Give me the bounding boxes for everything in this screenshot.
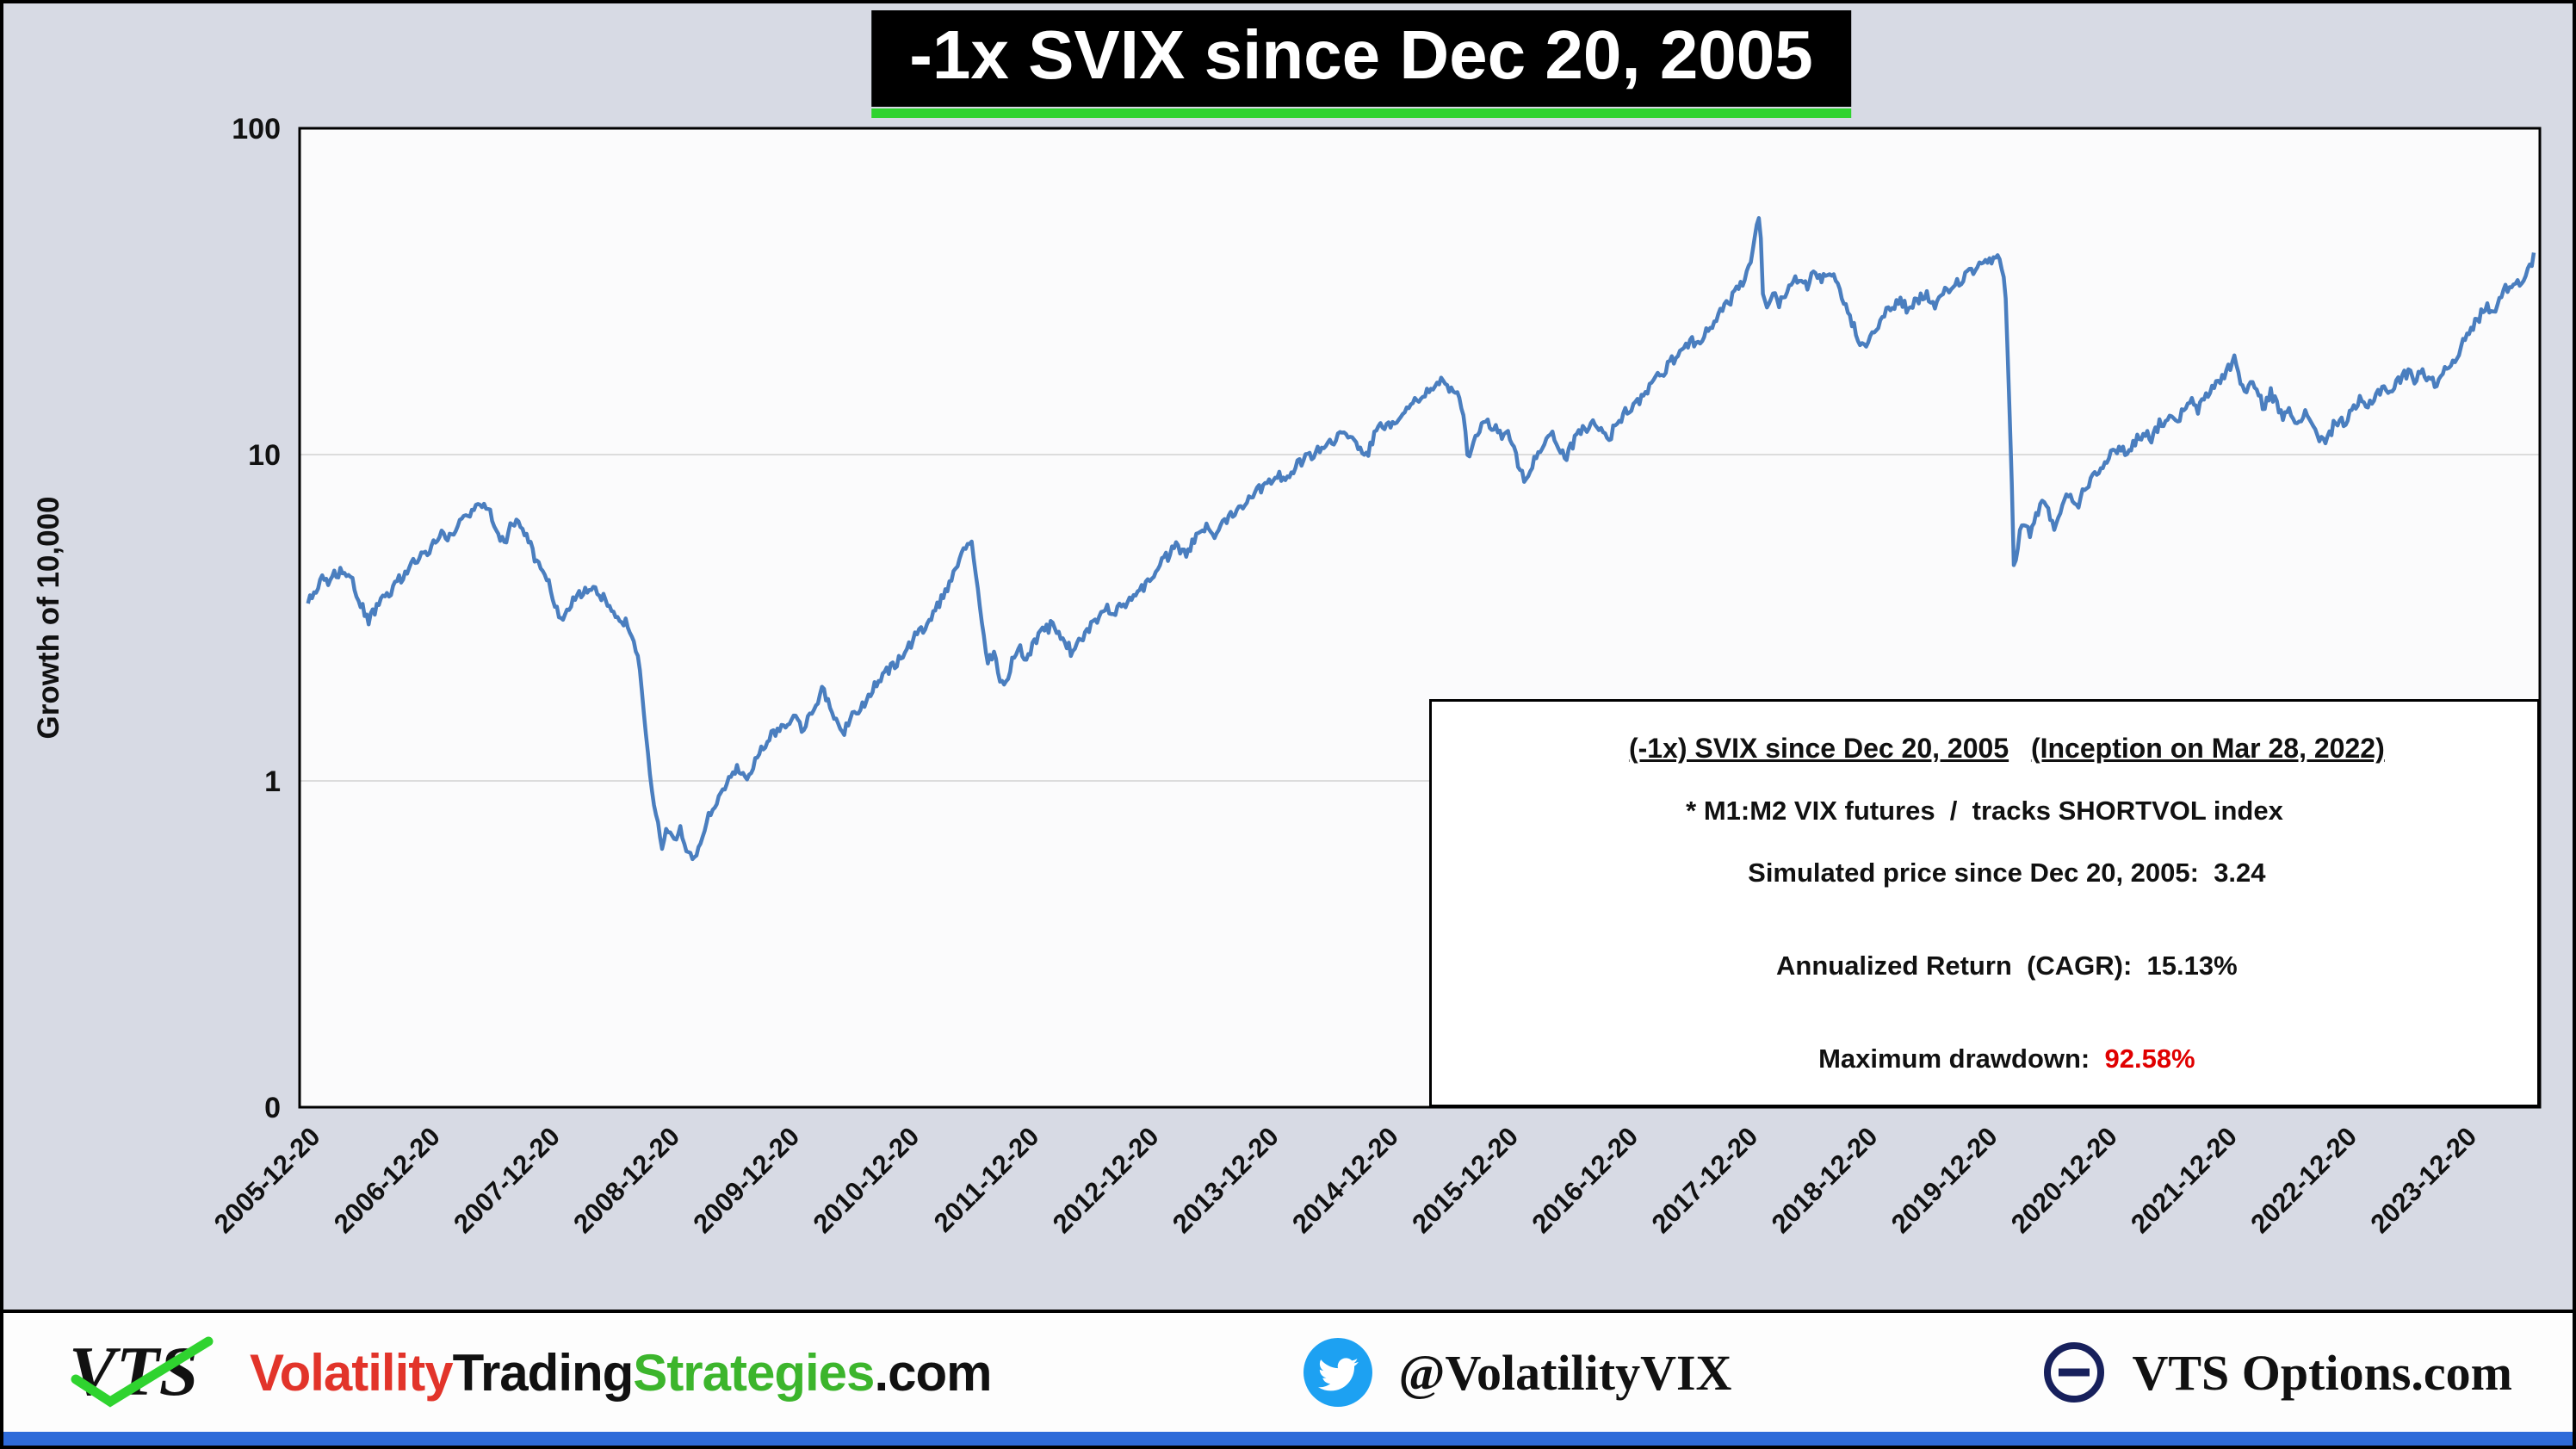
x-tick-label: 2015-12-20 [1406, 1121, 1524, 1239]
simulated-price-label: Simulated price since Dec 20, 2005: [1748, 858, 2214, 888]
bottom-bar [3, 1432, 2573, 1446]
brand-group: VTS VolatilityTradingStrategies.com [64, 1331, 992, 1414]
info-heading-right: (Inception on Mar 28, 2022) [2030, 733, 2385, 764]
x-tick-label: 2019-12-20 [1886, 1121, 2003, 1239]
x-tick-label: 2012-12-20 [1047, 1121, 1165, 1239]
brand-segment: Strategies [633, 1343, 875, 1402]
info-heading: (-1x) SVIX since Dec 20, 2005 (Inception… [1584, 702, 2385, 796]
x-tick-label: 2010-12-20 [808, 1121, 926, 1239]
x-tick-label: 2009-12-20 [687, 1121, 805, 1239]
info-box: (-1x) SVIX since Dec 20, 2005 (Inception… [1429, 699, 2540, 1107]
twitter-bird-icon [1303, 1338, 1372, 1407]
y-tick-label: 100 [232, 113, 281, 146]
x-tick-label: 2023-12-20 [2364, 1121, 2482, 1239]
theta-icon [2044, 1342, 2105, 1403]
twitter-group: @VolatilityVIX [1301, 1335, 1732, 1409]
brand-segment: Trading [452, 1343, 635, 1402]
cagr-value: 15.13% [2146, 951, 2238, 981]
page-title: -1x SVIX since Dec 20, 2005 [871, 10, 1851, 107]
options-group: VTS Options.com [2040, 1339, 2512, 1406]
x-tick-label: 2007-12-20 [448, 1121, 566, 1239]
info-cagr: Annualized Return (CAGR): 15.13% [1731, 920, 2238, 1012]
x-tick-label: 2013-12-20 [1167, 1121, 1285, 1239]
x-tick-label: 2016-12-20 [1526, 1121, 1644, 1239]
x-tick-label: 2005-12-20 [208, 1121, 326, 1239]
x-tick-label: 2006-12-20 [328, 1121, 446, 1239]
x-tick-label: 2017-12-20 [1646, 1121, 1764, 1239]
brand-segment: Volatility [250, 1343, 454, 1402]
cagr-label: Annualized Return (CAGR): [1776, 951, 2147, 981]
y-tick-label: 10 [248, 439, 281, 472]
x-tick-label: 2022-12-20 [2245, 1121, 2362, 1239]
title-block: -1x SVIX since Dec 20, 2005 [871, 10, 1851, 118]
info-heading-gap [2009, 734, 2031, 764]
x-tick-label: 2018-12-20 [1766, 1121, 1884, 1239]
x-tick-label: 2014-12-20 [1286, 1121, 1404, 1239]
vts-logo-text: VTS [69, 1332, 198, 1410]
vts-logo-check-icon [71, 1336, 214, 1408]
x-tick-label: 2021-12-20 [2125, 1121, 2243, 1239]
x-tick-label: 2020-12-20 [2005, 1121, 2123, 1239]
vts-logo: VTS [69, 1332, 214, 1410]
info-drawdown: Maximum drawdown: 92.58% [1774, 1012, 2195, 1105]
info-simulated-price: Simulated price since Dec 20, 2005: 3.24 [1703, 827, 2265, 920]
drawdown-value: 92.58% [2104, 1043, 2195, 1074]
options-site-text: VTS Options.com [2132, 1344, 2512, 1401]
info-heading-left: (-1x) SVIX since Dec 20, 2005 [1628, 733, 2009, 764]
title-underline [871, 108, 1851, 118]
plot-border [298, 127, 2542, 1109]
simulated-price-value: 3.24 [2214, 858, 2266, 888]
brand-site-text: VolatilityTradingStrategies.com [250, 1343, 992, 1403]
y-tick-label: 1 [264, 765, 281, 798]
price-line [306, 216, 2536, 862]
y-axis-title: Growth of 10,000 [32, 496, 65, 739]
twitter-handle: @VolatilityVIX [1398, 1344, 1732, 1401]
footer: VTS VolatilityTradingStrategies.com @Vol… [3, 1310, 2573, 1432]
brand-segment: .com [874, 1343, 992, 1402]
x-tick-label: 2008-12-20 [567, 1121, 685, 1239]
y-tick-label: 0 [264, 1092, 281, 1124]
info-note: * M1:M2 VIX futures / tracks SHORTVOL in… [1686, 796, 2283, 826]
x-tick-label: 2011-12-20 [928, 1121, 1045, 1238]
drawdown-label: Maximum drawdown: [1818, 1043, 2105, 1074]
